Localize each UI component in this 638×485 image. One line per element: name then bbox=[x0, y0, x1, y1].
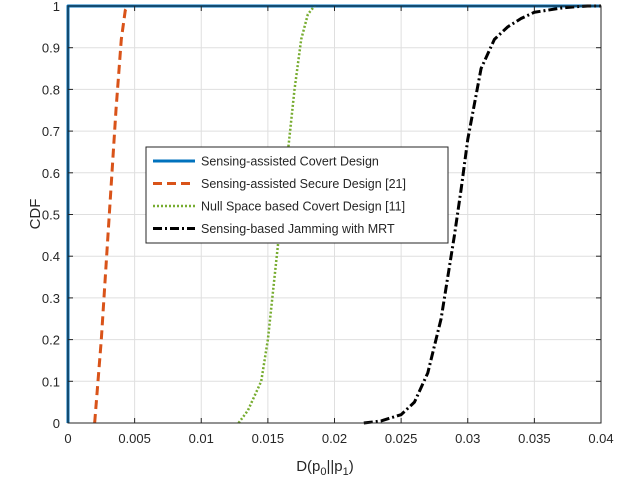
y-tick-label: 0.2 bbox=[42, 333, 60, 348]
legend-label-2: Sensing-assisted Secure Design [21] bbox=[201, 177, 406, 191]
x-tick-label: 0.03 bbox=[455, 431, 480, 446]
y-tick-label: 0.5 bbox=[42, 208, 60, 223]
grid-lines bbox=[67, 5, 602, 424]
x-tick-label: 0.035 bbox=[518, 431, 551, 446]
y-tick-label: 0.6 bbox=[42, 166, 60, 181]
y-tick-label: 0.9 bbox=[42, 41, 60, 56]
y-tick-label: 0.8 bbox=[42, 82, 60, 97]
x-tick-label: 0.02 bbox=[322, 431, 347, 446]
y-tick-label: 1 bbox=[53, 0, 60, 14]
y-tick-label: 0 bbox=[53, 416, 60, 431]
x-tick-label: 0.01 bbox=[189, 431, 214, 446]
x-tick-label: 0.015 bbox=[252, 431, 285, 446]
legend-label-1: Sensing-assisted Covert Design bbox=[201, 155, 379, 169]
y-axis-label: CDF bbox=[27, 199, 44, 230]
x-axis-label-end: ) bbox=[349, 458, 354, 475]
x-tick-label: 0.04 bbox=[588, 431, 613, 446]
legend-label-4: Sensing-based Jamming with MRT bbox=[201, 222, 395, 236]
x-tick-label: 0 bbox=[64, 431, 71, 446]
x-axis-label-sub1: 1 bbox=[343, 466, 349, 478]
legend-label-3: Null Space based Covert Design [11] bbox=[201, 200, 405, 214]
y-tick-label: 0.7 bbox=[42, 124, 60, 139]
x-tick-label: 0.005 bbox=[118, 431, 151, 446]
x-axis-label-sub0: 0 bbox=[320, 466, 326, 478]
tick-labels: 0 0.005 0.01 0.015 0.02 0.025 0.03 0.035 0.04 0 0.… bbox=[42, 0, 614, 446]
series-line-4 bbox=[363, 4, 601, 425]
y-tick-label: 0.1 bbox=[42, 374, 60, 389]
legend: Sensing-assisted Covert Design Sensing-as… bbox=[145, 146, 449, 244]
axes bbox=[67, 5, 602, 424]
x-axis-label-mid: ||p bbox=[327, 458, 343, 475]
legend-box bbox=[145, 146, 449, 244]
series-line-3 bbox=[237, 5, 316, 424]
x-axis-label-main: D(p bbox=[296, 458, 320, 475]
y-tick-label: 0.3 bbox=[42, 291, 60, 306]
x-tick-label: 0.025 bbox=[385, 431, 418, 446]
x-axis-label: D(p0||p1) bbox=[296, 458, 354, 478]
y-tick-label: 0.4 bbox=[42, 249, 60, 264]
series-line-2 bbox=[93, 5, 130, 424]
